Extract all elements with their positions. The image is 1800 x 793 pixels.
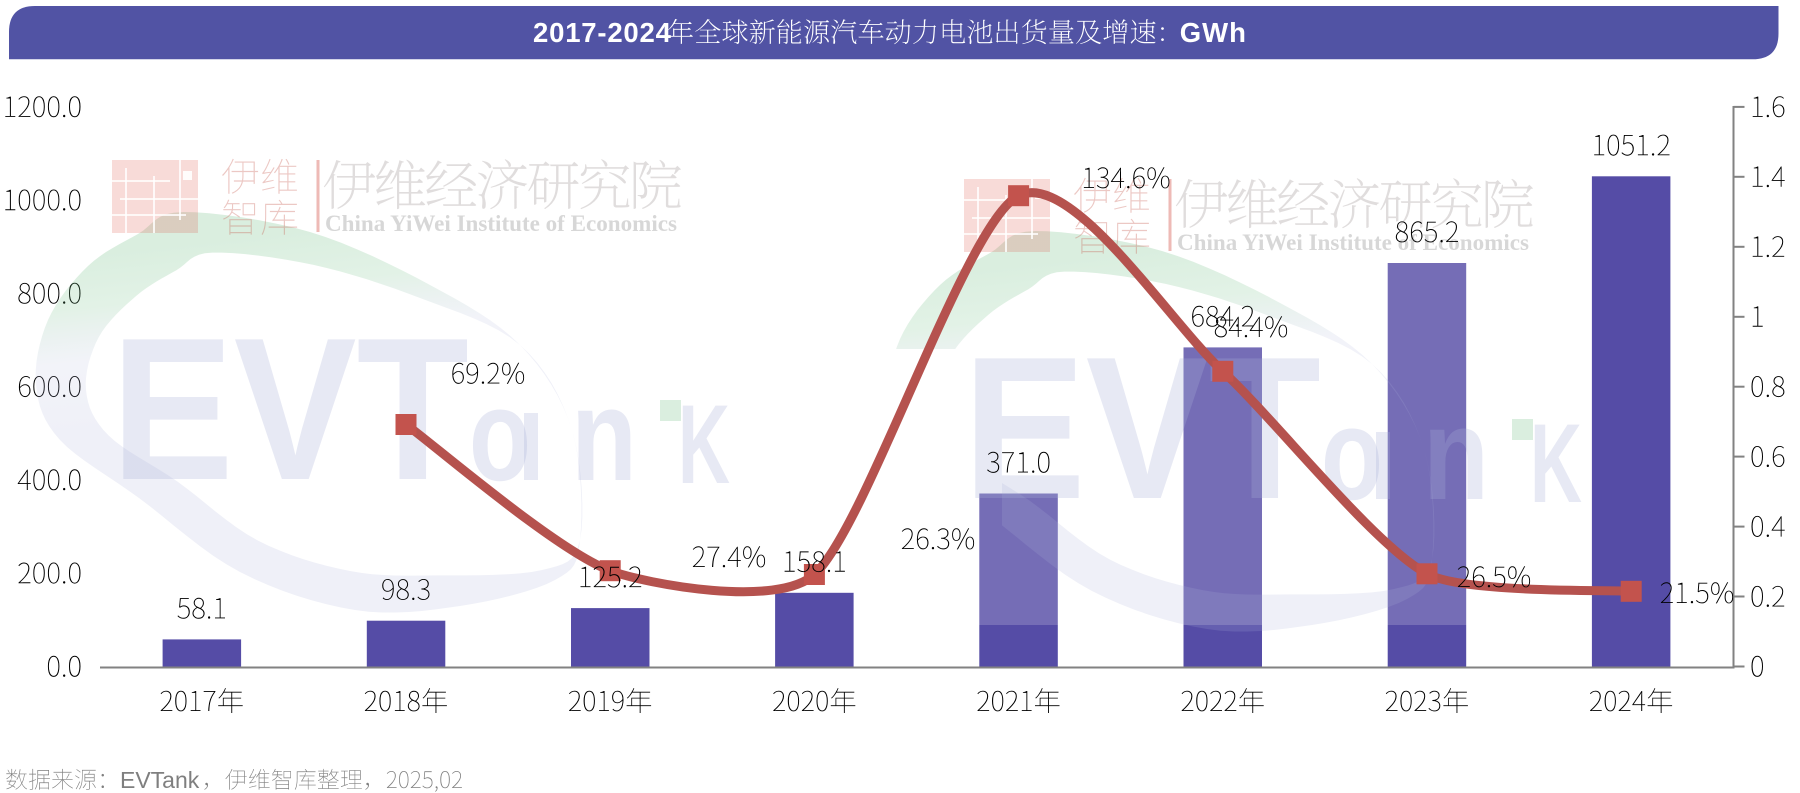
svg-text:K: K <box>678 382 730 507</box>
svg-text:K: K <box>1530 401 1582 526</box>
svg-text:EVT: EVT <box>963 315 1321 542</box>
svg-text:2017-2024: 2017-2024 <box>533 17 672 48</box>
svg-text:China YiWei Institute of Econo: China YiWei Institute of Economics <box>325 211 677 236</box>
svg-text:EVT: EVT <box>111 296 469 523</box>
svg-text:China YiWei Institute of Econo: China YiWei Institute of Economics <box>1177 230 1529 255</box>
svg-text:n: n <box>571 361 637 508</box>
svg-text:EVTank: EVTank <box>120 767 200 793</box>
svg-text:GWh: GWh <box>1180 17 1247 48</box>
svg-text:n: n <box>1423 380 1489 527</box>
